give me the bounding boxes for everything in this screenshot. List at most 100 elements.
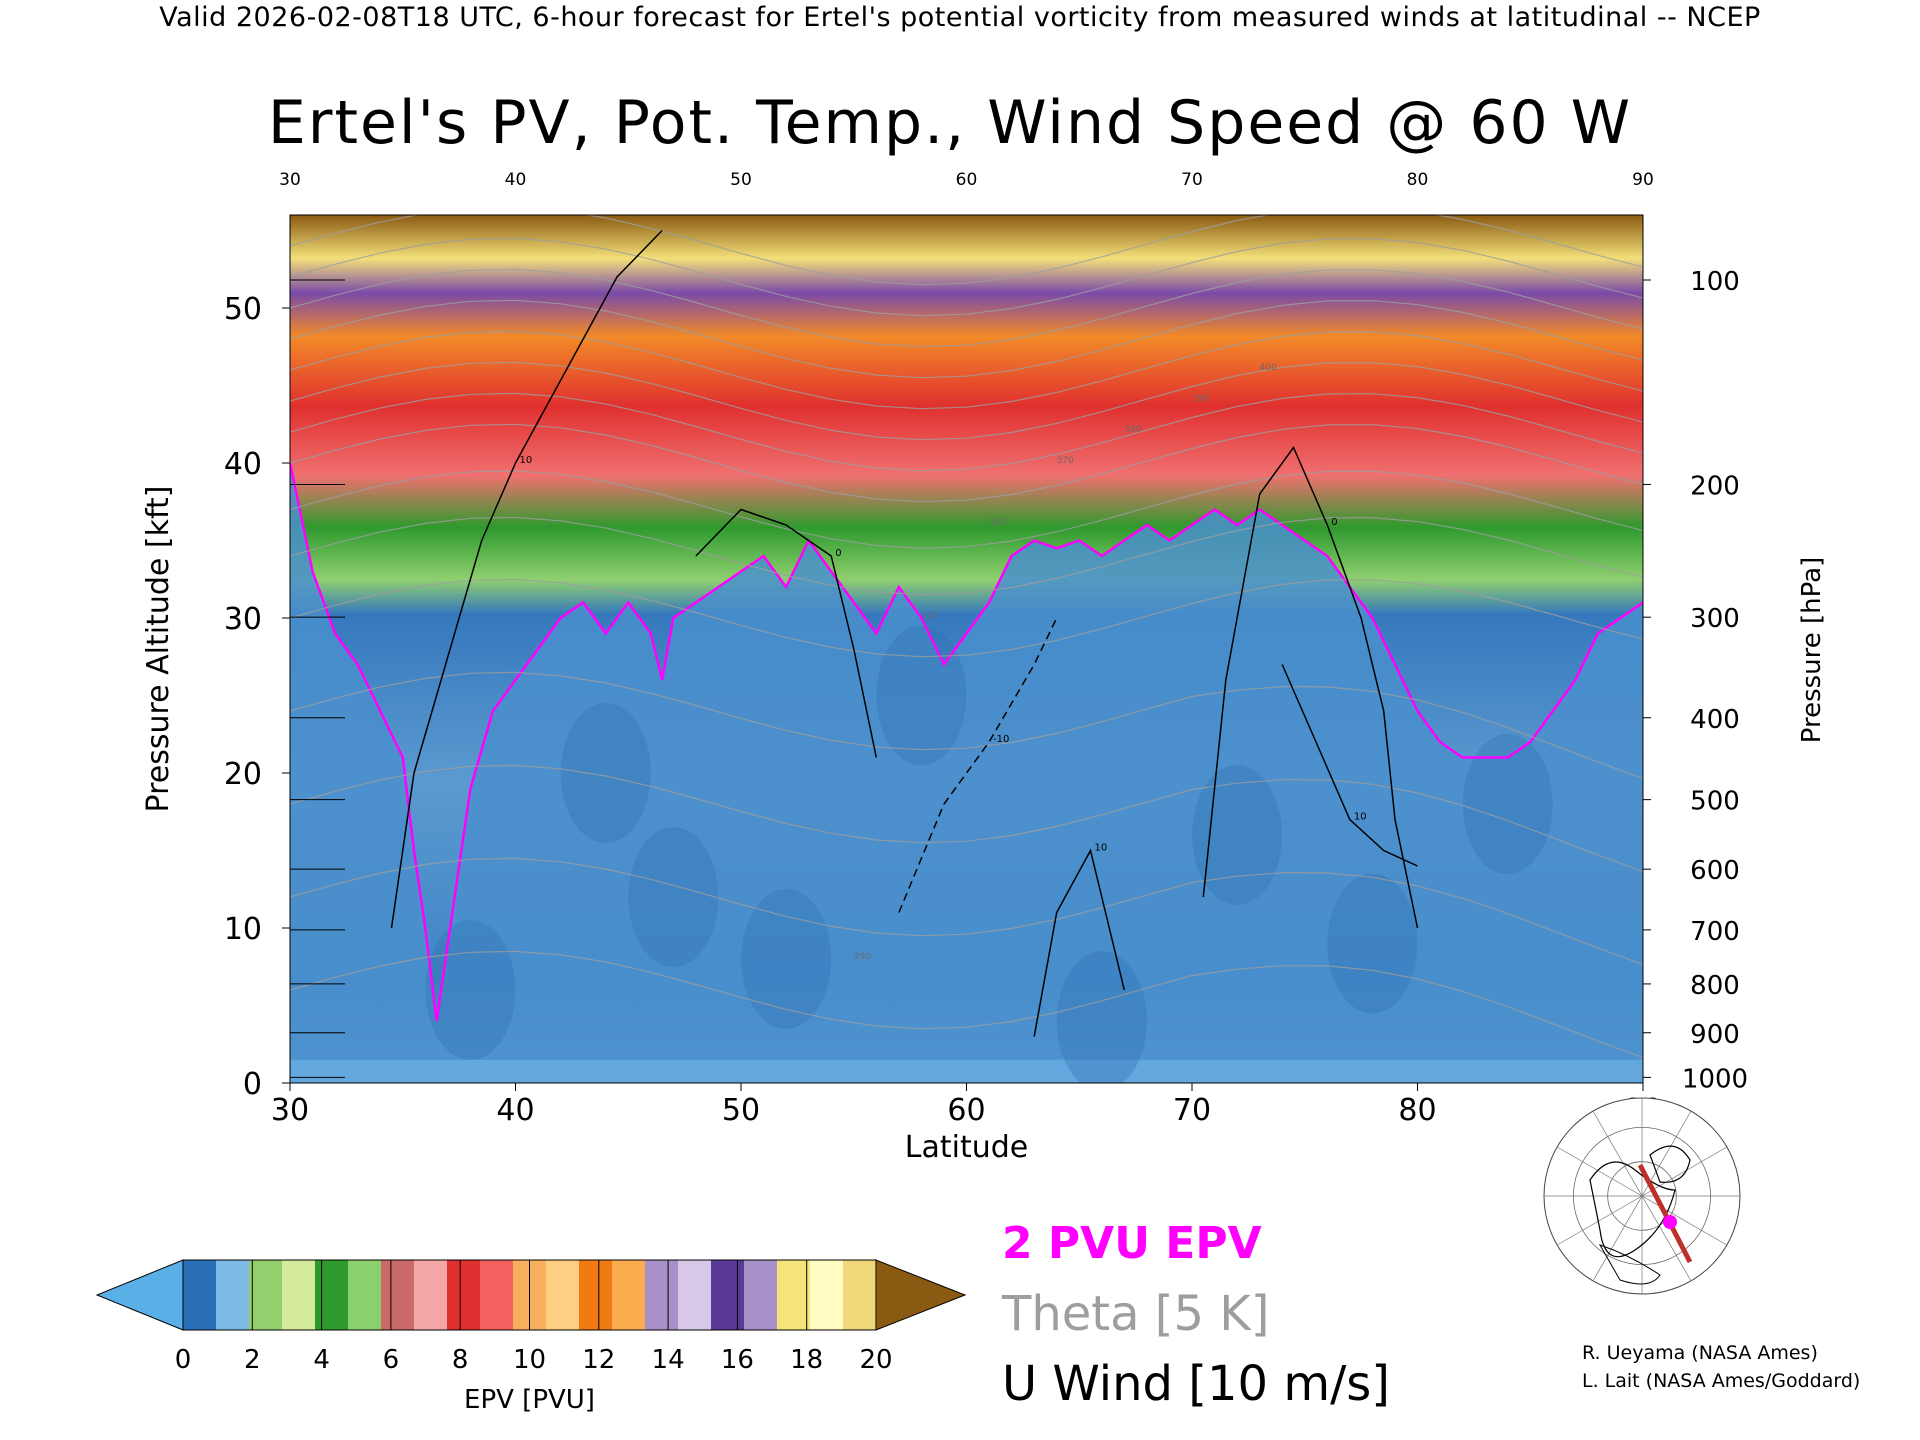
theta-label: 350	[989, 518, 1006, 528]
colorbar-tick-label: 4	[313, 1345, 330, 1375]
u-wind-label: -10	[993, 734, 1009, 745]
theta-isentrope	[290, 423, 1643, 503]
map-transect-line	[1637, 1163, 1693, 1264]
surface-band	[290, 1059, 1643, 1083]
y-tick-label: 20	[224, 757, 262, 792]
colorbar-tick-label: 6	[383, 1345, 400, 1375]
u-wind-contour	[695, 508, 878, 758]
map-meridian	[1556, 1146, 1728, 1246]
theta-label: 380	[1124, 425, 1141, 435]
y-axis-label: Pressure Altitude [kft]	[141, 486, 176, 813]
y-tick-label: 40	[224, 447, 262, 482]
colorbar-segment	[216, 1260, 250, 1330]
theta-isentrope	[290, 578, 1643, 658]
u-wind-label: 0	[835, 548, 841, 559]
y-tick-label: 30	[224, 602, 262, 637]
pv-field: 290 310 350 370 380 390 400 10 0 10 0 10 -10	[290, 215, 1643, 1083]
u-wind-label: 10	[520, 455, 533, 466]
pv-texture	[560, 703, 651, 843]
map-coastline	[1598, 1244, 1661, 1285]
x-tick-label-top: 70	[1181, 170, 1203, 190]
colorbar-segment	[315, 1260, 349, 1330]
theta-label: 400	[1260, 363, 1277, 373]
colorbar-segment	[414, 1260, 448, 1330]
colorbar-tick-label: 8	[452, 1345, 469, 1375]
troposphere-region	[290, 463, 1643, 1083]
theta-isentrope	[290, 857, 1643, 966]
x-tick-label-top: 60	[956, 170, 978, 190]
theta-isentrope	[290, 671, 1643, 780]
pressure-tick-label: 400	[1690, 705, 1740, 735]
colorbar-tick-label: 14	[652, 1345, 685, 1375]
x-tick-label: 70	[1173, 1093, 1211, 1128]
colorbar-segment	[711, 1260, 745, 1330]
colorbar-segment	[546, 1260, 580, 1330]
theta-isentrope	[290, 215, 1643, 286]
pv-2pvu-contour	[290, 462, 1643, 1022]
pv-texture	[425, 920, 516, 1060]
theta-label: 310	[921, 611, 938, 621]
x-tick-label-top: 90	[1632, 170, 1654, 190]
colorbar-segment	[645, 1260, 679, 1330]
pressure-tick-label: 500	[1690, 787, 1740, 817]
colorbar-segment	[579, 1260, 613, 1330]
x-tick-label: 30	[271, 1093, 309, 1128]
map-coastline	[1589, 1161, 1676, 1258]
legend-theta: Theta [5 K]	[1002, 1286, 1270, 1342]
colorbar-segment	[843, 1260, 877, 1330]
credit-line-2: L. Lait (NASA Ames/Goddard)	[1582, 1370, 1861, 1392]
pv-texture	[1462, 734, 1553, 874]
x-tick-label-top: 40	[505, 170, 527, 190]
x-tick-label-top: 50	[730, 170, 752, 190]
x-tick-label: 50	[722, 1093, 760, 1128]
theta-isentrope	[290, 299, 1643, 379]
colorbar-tick-label: 2	[244, 1345, 261, 1375]
pressure-tick-label: 600	[1690, 856, 1740, 886]
pressure-tick-label: 900	[1690, 1020, 1740, 1050]
colorbar-segment	[348, 1260, 382, 1330]
colorbar-title: EPV [PVU]	[464, 1385, 595, 1415]
colorbar-max-arrow	[875, 1259, 967, 1331]
theta-isentrope	[290, 516, 1643, 596]
theta-isentrope	[290, 268, 1643, 348]
colorbar-tick-label: 12	[582, 1345, 615, 1375]
pressure-tick-label: 300	[1690, 604, 1740, 634]
colorbar-segment	[249, 1260, 283, 1330]
colorbar-segment	[480, 1260, 514, 1330]
colorbar-tick-label: 0	[175, 1345, 192, 1375]
x-tick-label: 80	[1398, 1093, 1436, 1128]
y-tick-label: 10	[224, 912, 262, 947]
colorbar-segment	[282, 1260, 316, 1330]
x-tick-label: 40	[496, 1093, 534, 1128]
y-tick-label: 0	[243, 1067, 262, 1102]
theta-isentrope	[290, 237, 1643, 317]
theta-isentrope	[290, 764, 1643, 873]
theta-isentrope	[290, 361, 1643, 441]
colorbar-tick-label: 18	[790, 1345, 823, 1375]
location-map-inset	[1543, 1097, 1741, 1295]
map-coastline	[1649, 1145, 1691, 1183]
pv-texture	[1327, 873, 1418, 1014]
pv-texture	[1056, 951, 1147, 1083]
pressure-tick-label: 200	[1690, 471, 1740, 501]
u-wind-contour	[1202, 445, 1419, 929]
u-wind-label: 10	[1354, 812, 1367, 823]
colorbar-tick-label: 16	[721, 1345, 754, 1375]
u-wind-label: 10	[1095, 843, 1108, 854]
theta-isentrope	[290, 392, 1643, 472]
legend-pv: 2 PVU EPV	[1002, 1218, 1262, 1269]
theta-isentrope	[290, 950, 1643, 1059]
theta-label: 370	[1057, 456, 1074, 466]
colorbar-segment	[810, 1260, 844, 1330]
theta-isentrope	[290, 330, 1643, 410]
colorbar-min-arrow	[95, 1259, 184, 1331]
theta-label: 390	[1192, 394, 1209, 404]
theta-label: 290	[854, 952, 871, 962]
x-tick-label-top: 80	[1407, 170, 1429, 190]
colorbar-segment	[447, 1260, 481, 1330]
pv-texture	[1192, 765, 1283, 905]
pv-texture	[876, 625, 967, 766]
pv-texture	[741, 889, 832, 1029]
colorbar-segment	[381, 1260, 415, 1330]
u-wind-label: 0	[1331, 517, 1337, 528]
